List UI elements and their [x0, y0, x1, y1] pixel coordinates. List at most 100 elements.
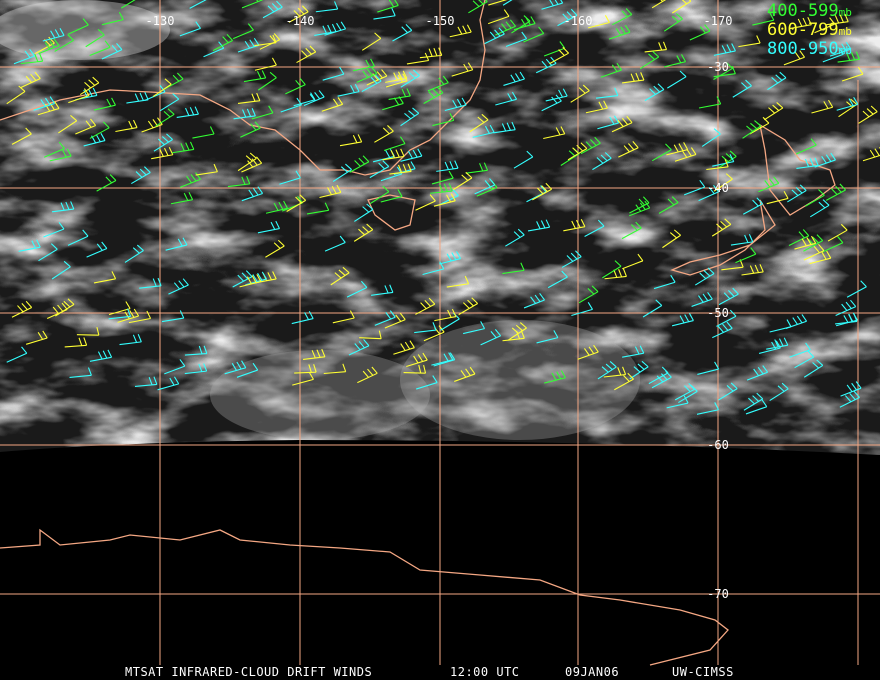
wind-barb	[674, 382, 695, 401]
wind-barb	[557, 8, 578, 27]
wind-barb	[644, 83, 665, 102]
wind-barb	[691, 291, 713, 307]
wind-barb	[718, 287, 739, 306]
wind-barb	[257, 220, 280, 234]
wind-barb	[346, 280, 368, 298]
wind-barb	[696, 402, 719, 415]
wind-barb	[383, 136, 406, 152]
wind-barb	[366, 69, 388, 86]
wind-barb	[814, 152, 836, 168]
wind-barb	[126, 92, 149, 104]
wind-barb	[291, 311, 314, 325]
wind-barb	[837, 51, 860, 63]
wind-barb	[712, 321, 733, 339]
wind-barb	[323, 363, 347, 375]
wind-barb	[829, 41, 852, 57]
wind-barb	[124, 244, 144, 263]
wind-barb	[414, 322, 437, 334]
wind-barb	[436, 160, 459, 172]
wind-barb	[296, 45, 317, 64]
wind-barb	[89, 40, 111, 56]
wind-barb	[385, 70, 408, 83]
wind-barb	[602, 260, 622, 279]
wind-barb	[422, 261, 445, 276]
wind-barb	[6, 346, 28, 363]
latitude-label: -60	[707, 438, 729, 452]
wind-barb	[11, 300, 33, 318]
wind-barb	[585, 100, 608, 114]
wind-barb	[67, 229, 89, 246]
legend-unit: mb	[839, 25, 852, 38]
wind-barb	[662, 229, 681, 249]
wind-barb	[488, 9, 510, 25]
wind-barb	[430, 183, 453, 194]
wind-barb	[18, 239, 41, 252]
wind-barb	[536, 330, 559, 344]
wind-barb	[392, 24, 413, 42]
wind-barb	[349, 155, 370, 173]
wind-barb	[822, 236, 844, 253]
wind-barb	[713, 65, 736, 78]
wind-barb	[385, 73, 408, 88]
wind-barb	[239, 274, 262, 288]
wind-barb	[353, 223, 374, 242]
wind-barb	[794, 350, 815, 369]
wind-barb	[400, 107, 420, 127]
wind-barb	[237, 37, 260, 53]
wind-barb	[203, 41, 225, 58]
wind-barb	[735, 247, 757, 264]
wind-barb	[161, 310, 185, 323]
wind-barb	[49, 148, 72, 162]
wind-barb	[451, 62, 474, 77]
wind-barb	[488, 0, 508, 6]
wind-barb	[285, 77, 306, 95]
wind-barb	[427, 75, 449, 92]
wind-barb	[93, 97, 116, 111]
wind-barb	[374, 310, 396, 326]
wind-barb	[458, 297, 479, 316]
wind-barb	[315, 1, 339, 13]
wind-barb	[117, 308, 140, 323]
wind-barb	[393, 340, 415, 355]
legend-range: 800-950	[767, 39, 839, 59]
wind-barb	[319, 184, 342, 199]
wind-barb	[371, 284, 394, 296]
wind-barb	[369, 160, 390, 179]
wind-barb	[484, 27, 505, 45]
wind-barb	[629, 196, 650, 214]
wind-barb	[179, 172, 201, 188]
wind-barb	[172, 141, 195, 154]
wind-barb	[384, 312, 406, 329]
wind-barb	[159, 93, 180, 112]
wind-barb	[33, 96, 56, 111]
wind-barb	[265, 200, 288, 214]
wind-barb	[51, 201, 75, 213]
wind-barb	[446, 275, 470, 288]
wind-barbs	[6, 0, 880, 415]
wind-barb	[419, 47, 443, 59]
wind-barb	[788, 229, 810, 246]
wind-barb	[803, 359, 824, 378]
wind-barb	[495, 91, 518, 106]
wind-barb	[332, 310, 355, 324]
wind-barb	[543, 370, 566, 384]
wind-barb	[839, 390, 860, 408]
wind-barb	[337, 83, 360, 97]
wind-barb	[302, 348, 326, 361]
wind-barb	[622, 253, 644, 270]
wind-barb	[432, 112, 455, 127]
wind-barb	[480, 329, 502, 346]
wind-barb	[462, 321, 486, 335]
wind-barb	[541, 0, 564, 10]
wind-barb	[862, 146, 880, 162]
wind-barb	[535, 56, 557, 74]
wind-barb	[423, 86, 444, 104]
wind-barb	[547, 270, 568, 289]
wind-barb	[629, 200, 651, 217]
wind-barb	[314, 23, 337, 36]
wind-barb	[658, 196, 679, 214]
latitude-label: -40	[707, 181, 729, 195]
wind-barb	[164, 359, 186, 375]
wind-barb	[787, 184, 807, 203]
wind-barb	[746, 365, 769, 381]
